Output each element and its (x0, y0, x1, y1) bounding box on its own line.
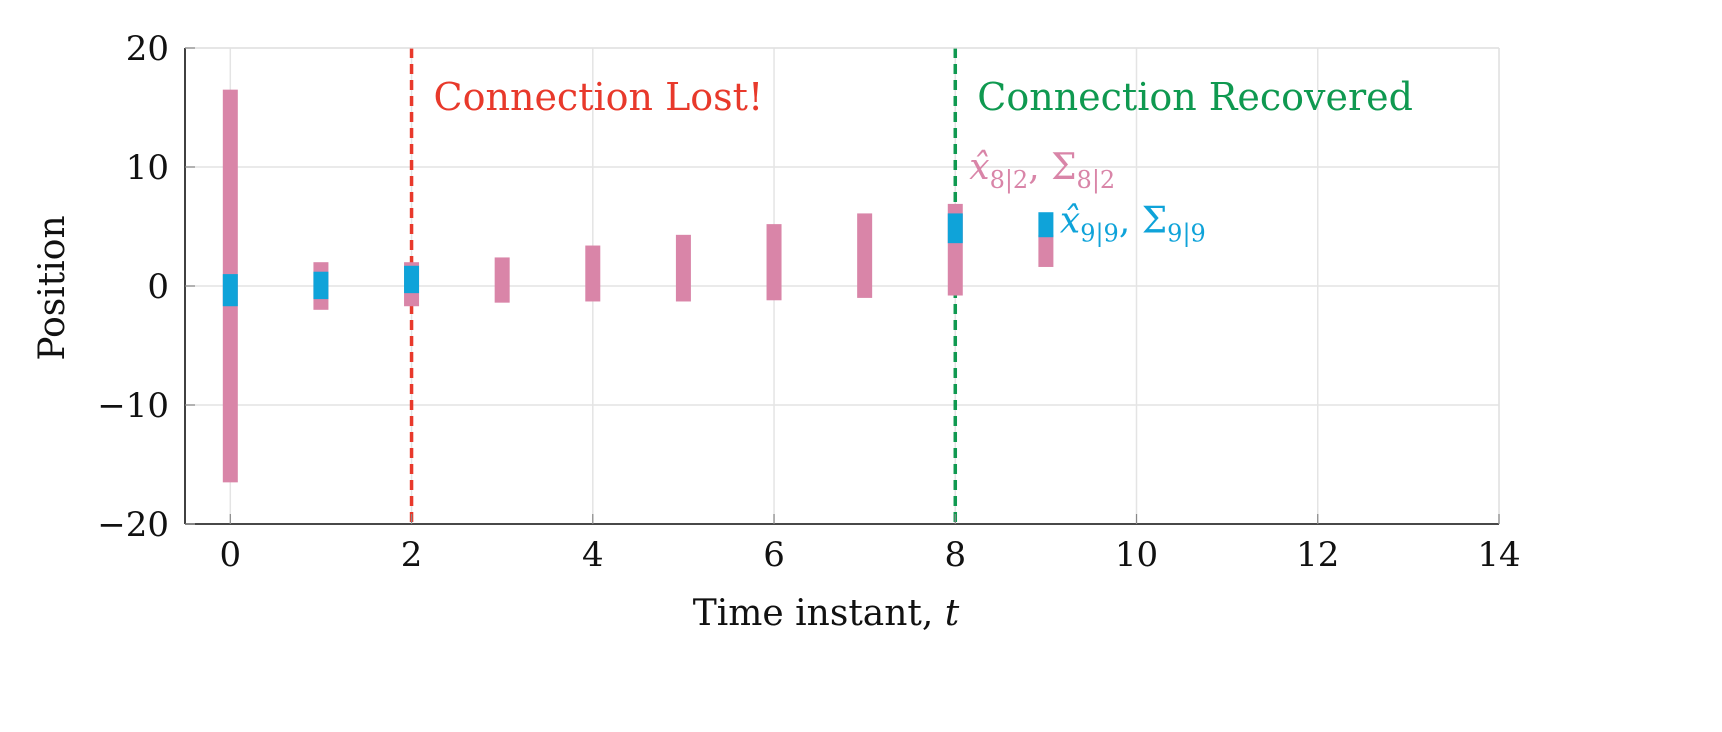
x-tick-label: 0 (219, 535, 241, 575)
event-lines: Connection Lost! Connection Recovered (409, 48, 1413, 524)
event-label: Connection Recovered (977, 75, 1413, 119)
y-tick-label: 0 (147, 267, 169, 307)
math-annotation-part: x̂ (969, 147, 989, 188)
x-tick-label: 14 (1477, 535, 1520, 575)
math-annotation-part: Σ (1051, 147, 1076, 188)
math-annotation-part: 9|9 (1080, 219, 1119, 248)
grid (185, 47, 1500, 525)
prediction-bar (494, 257, 510, 303)
filtered-bar (222, 274, 238, 307)
y-tick-label: −10 (97, 386, 169, 426)
x-tick-label: 10 (1115, 535, 1158, 575)
math-annotation-part: , (1119, 200, 1142, 241)
math-annotation-part: x̂ (1060, 200, 1080, 241)
x-tick-label: 6 (763, 535, 785, 575)
event-label: Connection Lost! (434, 75, 764, 119)
prediction-bar (675, 234, 691, 302)
math-annotation-part: 8|2 (1077, 166, 1116, 195)
math-annotation-part: , (1028, 147, 1051, 188)
prediction-bar (1038, 234, 1054, 267)
annotations: x̂8|2, Σ8|2x̂9|9, Σ9|9 (969, 147, 1206, 249)
math-annotation-part: 8|2 (990, 166, 1029, 195)
x-tick-label: 4 (582, 535, 604, 575)
filtered-bar (1038, 212, 1054, 238)
filtered-intervals (222, 212, 1054, 307)
filtered-bar (404, 265, 420, 294)
filtered-bar (313, 271, 329, 300)
filtered-bar (947, 213, 963, 244)
x-tick-label: 12 (1296, 535, 1339, 575)
y-axis-title: Position (32, 215, 73, 360)
tick-labels: 0 2 4 6 8 10 12 14 −20 −10 0 10 20 (97, 29, 1520, 575)
math-annotation-part: Σ (1142, 200, 1167, 241)
x-tick-label: 2 (401, 535, 423, 575)
x-tick-label: 8 (944, 535, 966, 575)
y-tick-label: 10 (126, 148, 169, 188)
prediction-bar (766, 224, 782, 301)
y-tick-label: 20 (126, 29, 169, 69)
x-axis-title-var: t (945, 593, 960, 634)
prediction-bar (857, 213, 873, 298)
y-tick-label: −20 (97, 505, 169, 545)
math-annotation: x̂8|2, Σ8|2 (969, 147, 1115, 195)
x-axis-title: Time instant, t (693, 593, 960, 634)
math-annotation: x̂9|9, Σ9|9 (1060, 200, 1206, 248)
axes (184, 47, 1500, 525)
x-axis-title-text: Time instant, (693, 593, 945, 634)
prediction-bar (585, 245, 601, 302)
math-annotation-part: 9|9 (1167, 219, 1206, 248)
